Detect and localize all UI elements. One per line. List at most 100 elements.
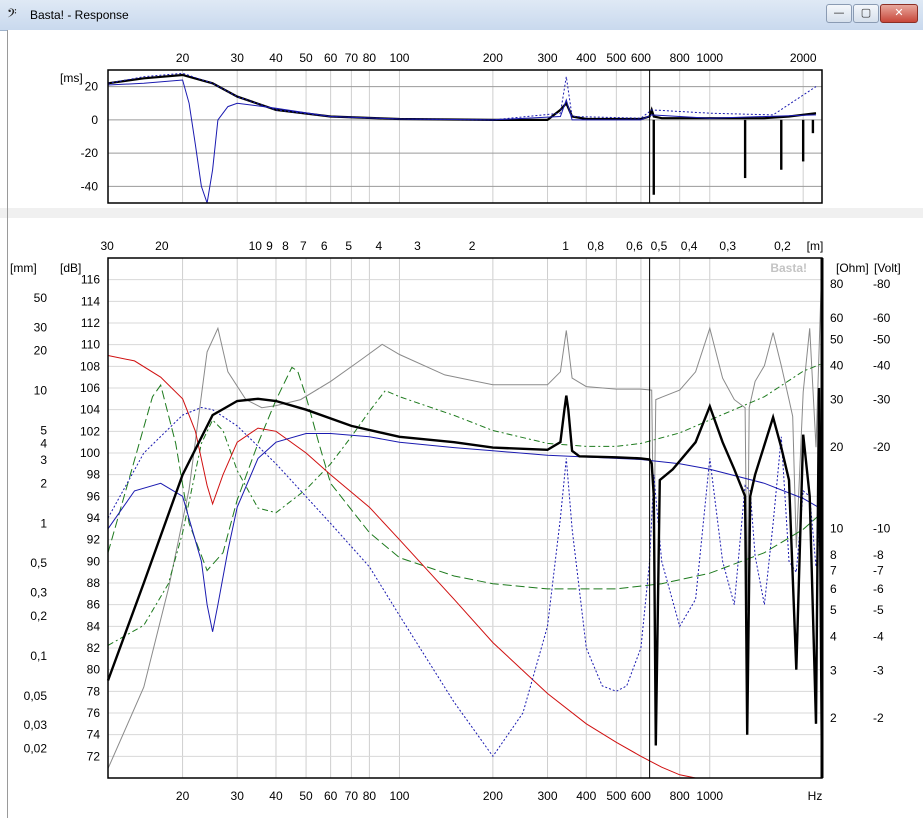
db-tick-label: 80 [87,663,101,677]
volt-tick-label: -80 [873,277,891,291]
volt-tick-label: -7 [873,564,884,578]
watermark: Basta! [770,261,807,275]
db-tick-label: 78 [87,684,101,698]
top-x-tick-label: 100 [389,51,409,65]
top-x-tick-label: 600 [631,51,651,65]
bottom-x-tick-label: 70 [345,789,359,803]
db-tick-label: 96 [87,489,101,503]
mm-tick-label: 0,05 [24,689,48,703]
volt-tick-label: -4 [873,629,884,643]
bottom-x-tick-label: 400 [576,789,596,803]
ohm-tick-label: 60 [830,311,844,325]
response-charts: 20 30 40 50 60 70 80 100 200 300 400 500 600 800 1000 2… [0,30,923,818]
wavelength-tick-label: 0,4 [681,239,698,253]
top-panel-bg [8,30,923,212]
wavelength-tick-label: 0,6 [626,239,643,253]
db-tick-label: 88 [87,576,101,590]
bottom-x-tick-label: 40 [269,789,283,803]
mm-tick-label: 30 [34,320,48,334]
bottom-x-tick-label: 800 [670,789,690,803]
wavelength-tick-label: 7 [300,239,307,253]
wavelength-tick-label: 9 [266,239,273,253]
bottom-series-green-dashdot [107,363,823,646]
top-x-tick-label: 30 [231,51,245,65]
bottom-x-tick-label: 500 [606,789,626,803]
bottom-x-tick-label: 600 [631,789,651,803]
ohm-tick-label: 7 [830,564,837,578]
db-tick-label: 90 [87,554,101,568]
top-x-tick-label: 200 [483,51,503,65]
bottom-x-unit-label: Hz [808,789,823,803]
volt-axis-label: [Volt] [874,261,901,275]
db-tick-label: 94 [87,511,101,525]
wavelength-tick-label: 1 [562,239,569,253]
bottom-series-gray-thin [107,257,823,769]
wavelength-tick-label: 4 [375,239,382,253]
db-axis-label: [dB] [60,261,81,275]
ohm-tick-label: 80 [830,277,844,291]
bottom-series-blue-thin [107,433,823,632]
ohm-tick-label: 20 [830,440,844,454]
mm-tick-label: 0,5 [30,556,47,570]
db-tick-label: 76 [87,706,101,720]
wavelength-tick-label: 6 [321,239,328,253]
bottom-x-tick-label: 80 [363,789,377,803]
bottom-x-tick-label: 1000 [696,789,723,803]
top-y-tick-label: 20 [85,80,99,94]
ohm-tick-label: 3 [830,663,837,677]
db-tick-label: 72 [87,749,101,763]
wavelength-tick-label: 8 [282,239,289,253]
top-x-tick-label: 500 [606,51,626,65]
bottom-x-tick-label: 200 [483,789,503,803]
minimize-button[interactable]: — [826,4,852,23]
db-tick-label: 100 [80,446,100,460]
volt-tick-label: -2 [873,711,884,725]
wavelength-tick-label: 30 [100,239,114,253]
ohm-tick-label: 40 [830,359,844,373]
top-x-tick-label: 70 [345,51,359,65]
wavelength-axis-label: [m] [807,239,824,253]
ohm-tick-label: 2 [830,711,837,725]
top-series-blue-thin [107,79,817,204]
close-button[interactable]: ✕ [880,4,918,23]
wavelength-tick-label: 10 [249,239,263,253]
ohm-tick-label: 5 [830,603,837,617]
maximize-button[interactable]: ▢ [853,4,879,23]
top-series-blue-dotted [107,72,817,121]
bottom-series-red-thin [107,355,822,779]
db-tick-label: 114 [81,294,100,308]
top-y-tick-label: -40 [81,179,99,193]
db-tick-label: 116 [81,273,100,287]
db-tick-label: 74 [87,728,101,742]
wavelength-tick-label: 3 [414,239,421,253]
db-tick-label: 106 [80,381,100,395]
mm-tick-label: 10 [34,384,48,398]
top-y-tick-label: -20 [81,146,99,160]
top-x-tick-label: 80 [363,51,377,65]
db-tick-label: 104 [80,403,100,417]
mm-axis-label: [mm] [10,261,37,275]
top-y-tick-label: 0 [91,113,98,127]
volt-tick-label: -10 [873,522,891,536]
top-x-tick-label: 20 [176,51,190,65]
top-x-tick-label: 1000 [696,51,723,65]
top-plot-frame [107,69,823,204]
mm-tick-label: 50 [34,291,48,305]
volt-tick-label: -5 [873,603,884,617]
mm-tick-label: 2 [40,476,47,490]
bottom-x-tick-label: 20 [176,789,190,803]
mm-tick-label: 0,2 [30,609,47,623]
bottom-series-blue-dotted [107,406,823,758]
db-tick-label: 82 [87,641,101,655]
bottom-x-tick-label: 50 [299,789,313,803]
mm-tick-label: 20 [34,344,48,358]
bottom-series-black-thick [106,387,824,779]
bottom-x-tick-label: 100 [389,789,409,803]
volt-tick-label: -50 [873,332,891,346]
splitter [0,208,923,218]
wavelength-tick-label: 0,2 [774,239,791,253]
db-tick-label: 102 [80,424,100,438]
mm-tick-label: 5 [40,424,47,438]
wavelength-tick-label: 5 [345,239,352,253]
mm-tick-label: 1 [40,516,47,530]
